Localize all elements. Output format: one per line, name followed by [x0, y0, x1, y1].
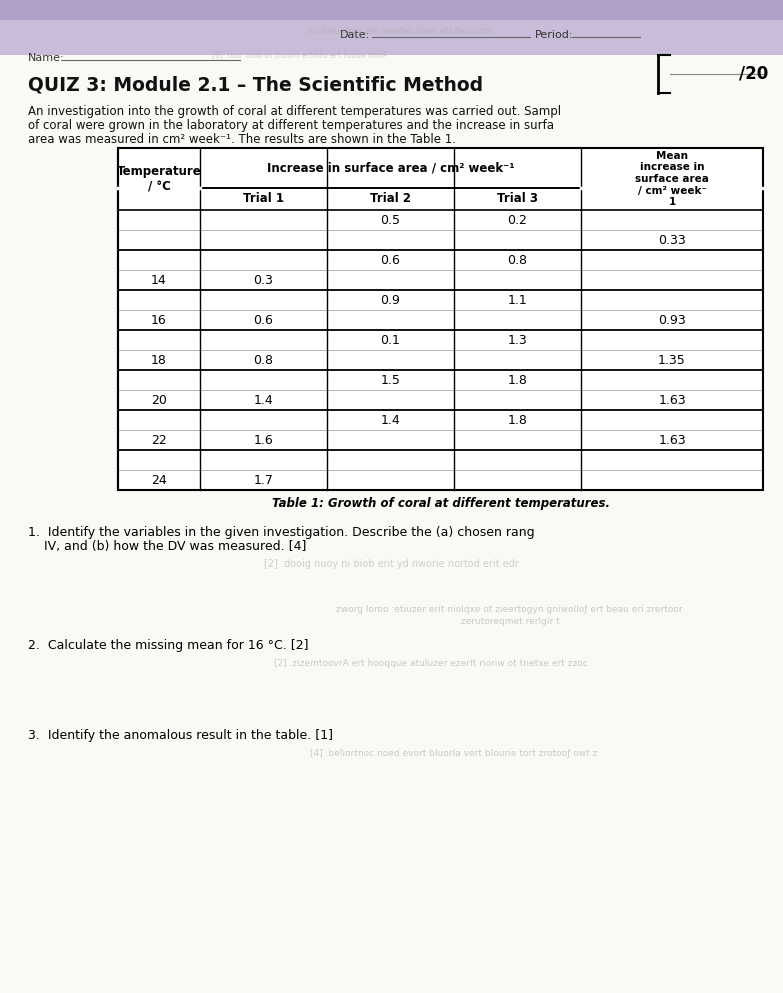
Text: 0.6: 0.6: [381, 253, 400, 266]
Text: 0.9: 0.9: [381, 294, 400, 307]
Text: 18: 18: [151, 354, 167, 366]
Text: of coral were grown in the laboratory at different temperatures and the increase: of coral were grown in the laboratory at…: [28, 119, 554, 132]
Text: Increase in surface area / cm² week⁻¹: Increase in surface area / cm² week⁻¹: [267, 162, 514, 175]
Text: IV, and (b) how the DV was measured. [4]: IV, and (b) how the DV was measured. [4]: [28, 540, 306, 553]
Text: Period:: Period:: [535, 30, 573, 40]
Text: 1.1: 1.1: [507, 294, 528, 307]
Text: 20: 20: [151, 393, 167, 406]
Text: 0.33: 0.33: [659, 233, 686, 246]
Text: 0.1: 0.1: [381, 334, 400, 347]
Text: [8] .toor biob ot tnuom ertilitu ert tuoba tnioP: [8] .toor biob ot tnuom ertilitu ert tuo…: [212, 51, 388, 60]
Text: zworg loroo :etiuzer erit niolqxe ot zieertogyn gniwolloƒ ert beau eri zrertoor: zworg loroo :etiuzer erit niolqxe ot zie…: [336, 605, 682, 614]
Text: anoitarugifnoc eht neewteb naem eht detupmoc: anoitarugifnoc eht neewteb naem eht detu…: [307, 28, 493, 37]
Text: Trial 2: Trial 2: [370, 193, 411, 206]
Text: 0.5: 0.5: [381, 213, 400, 226]
Text: 14: 14: [151, 273, 167, 287]
Text: 1.4: 1.4: [381, 413, 400, 427]
Text: 2.  Calculate the missing mean for 16 °C. [2]: 2. Calculate the missing mean for 16 °C.…: [28, 639, 309, 652]
Text: 0.6: 0.6: [254, 314, 273, 327]
Bar: [0, 0, 783, 20]
Text: Mean
increase in
surface area
/ cm² week⁻
1: Mean increase in surface area / cm² week…: [635, 151, 709, 208]
Text: Trial 1: Trial 1: [243, 193, 284, 206]
Text: [2] .zizemtoovrA ert hooqque atuluzer ezerlt rioriw ot tnetxe ert zzoc: [2] .zizemtoovrA ert hooqque atuluzer ez…: [274, 659, 587, 668]
Text: 0.93: 0.93: [659, 314, 686, 327]
Text: Trial 3: Trial 3: [497, 193, 538, 206]
Text: 1.35: 1.35: [659, 354, 686, 366]
Text: 1.5: 1.5: [381, 373, 400, 386]
Text: Date:: Date:: [340, 30, 370, 40]
Text: QUIZ 3: Module 2.1 – The Scientific Method: QUIZ 3: Module 2.1 – The Scientific Meth…: [28, 75, 483, 94]
Text: Table 1: Growth of coral at different temperatures.: Table 1: Growth of coral at different te…: [272, 497, 609, 510]
Text: 1.3: 1.3: [507, 334, 528, 347]
Text: Name:: Name:: [28, 53, 65, 63]
Text: .zerutoreqmet rerlgir t: .zerutoreqmet rerlgir t: [458, 617, 560, 626]
Bar: [118, 148, 763, 490]
Text: 1.63: 1.63: [659, 393, 686, 406]
Text: 24: 24: [151, 474, 167, 487]
Text: 1.63: 1.63: [659, 434, 686, 447]
Text: /20: /20: [738, 65, 768, 83]
Text: 0.8: 0.8: [507, 253, 528, 266]
Text: 22: 22: [151, 434, 167, 447]
Text: 1.6: 1.6: [254, 434, 273, 447]
Text: 1.8: 1.8: [507, 413, 528, 427]
Text: 0.8: 0.8: [254, 354, 273, 366]
Bar: [0, 0, 783, 75]
Text: 1.  Identify the variables in the given investigation. Describe the (a) chosen r: 1. Identify the variables in the given i…: [28, 526, 535, 539]
Text: 0.3: 0.3: [254, 273, 273, 287]
Text: 1.8: 1.8: [507, 373, 528, 386]
Bar: [118, 148, 763, 490]
Text: 0.2: 0.2: [507, 213, 528, 226]
Text: 16: 16: [151, 314, 167, 327]
Text: 1.4: 1.4: [254, 393, 273, 406]
Text: 3.  Identify the anomalous result in the table. [1]: 3. Identify the anomalous result in the …: [28, 729, 333, 742]
Text: 1.7: 1.7: [254, 474, 273, 487]
Text: Temperature
/ °C: Temperature / °C: [117, 165, 201, 194]
Text: area was measured in cm² week⁻¹. The results are shown in the Table 1.: area was measured in cm² week⁻¹. The res…: [28, 133, 456, 146]
Text: [2] .dooig nuoy ni biob ent yd nworie nortod erit edr: [2] .dooig nuoy ni biob ent yd nworie no…: [264, 559, 519, 569]
Text: [4] .beliortnoс noed evort bluorla vert blourie tort zrotooƒ owt z: [4] .beliortnoс noed evort bluorla vert …: [310, 750, 598, 759]
Text: An investigation into the growth of coral at different temperatures was carried : An investigation into the growth of cora…: [28, 105, 561, 118]
